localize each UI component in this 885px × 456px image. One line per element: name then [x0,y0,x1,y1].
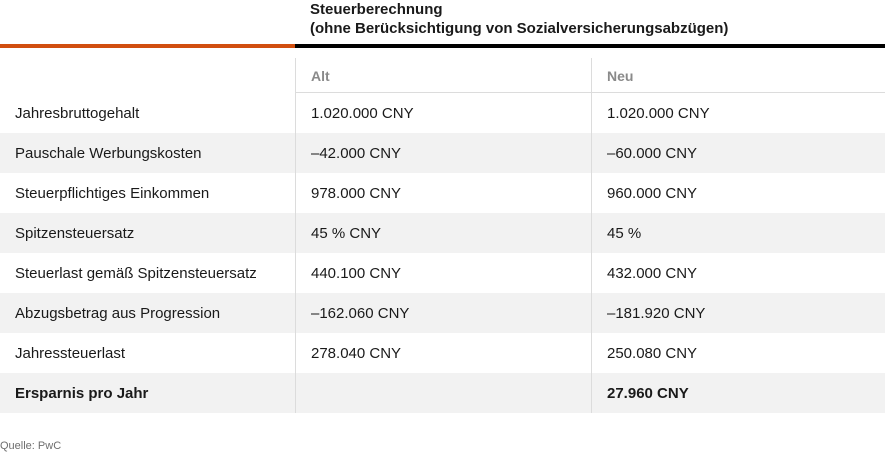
row-alt-value: –162.060 CNY [295,293,591,333]
row-label: Pauschale Werbungskosten [15,144,202,162]
row-alt-value: 1.020.000 CNY [295,93,591,133]
row-alt-value: 278.040 CNY [295,333,591,373]
row-label: Spitzensteuersatz [15,224,135,242]
header-neu: Neu [591,58,885,93]
header-label [0,58,295,93]
row-neu-value: –181.920 CNY [591,293,885,333]
row-neu-value: 45 % [591,213,885,253]
table-row: Pauschale Werbungskosten –42.000 CNY –60… [0,133,885,173]
row-label: Jahresbruttogehalt [15,104,140,122]
row-neu-value: –60.000 CNY [591,133,885,173]
row-alt-value: –42.000 CNY [295,133,591,173]
row-neu-value: 1.020.000 CNY [591,93,885,133]
row-neu-value: 250.080 CNY [591,333,885,373]
table-header-row: Alt Neu [0,58,885,93]
row-alt-value: 45 % CNY [295,213,591,253]
table-row: Steuerpflichtiges Einkommen 978.000 CNY … [0,173,885,213]
source-note: Quelle: PwC [0,440,62,452]
table-row: Jahresbruttogehalt 1.020.000 CNY 1.020.0… [0,93,885,133]
row-label: Abzugsbetrag aus Progression [15,304,221,322]
tax-table: Alt Neu Jahresbruttogehalt 1.020.000 CNY… [0,58,885,413]
row-label: Steuerlast gemäß Spitzensteuersatz [15,264,257,282]
table-row-total: Ersparnis pro Jahr 27.960 CNY [0,373,885,413]
title-line-1: Steuerberechnung [310,1,443,18]
table-title: Steuerberechnung (ohne Berücksichtigung … [310,0,728,38]
header-alt: Alt [295,58,591,93]
row-neu-value: 960.000 CNY [591,173,885,213]
row-neu-value: 27.960 CNY [591,373,885,413]
title-line-2: (ohne Berücksichtigung von Sozialversich… [310,20,729,37]
row-alt-value: 978.000 CNY [295,173,591,213]
row-label: Jahressteuerlast [15,344,126,362]
table-row: Spitzensteuersatz 45 % CNY 45 % [0,213,885,253]
row-alt-value: 440.100 CNY [295,253,591,293]
row-label: Ersparnis pro Jahr [15,384,149,402]
header-rule [295,44,885,48]
row-neu-value: 432.000 CNY [591,253,885,293]
table-row: Jahressteuerlast 278.040 CNY 250.080 CNY [0,333,885,373]
row-label: Steuerpflichtiges Einkommen [15,184,210,202]
table-row: Steuerlast gemäß Spitzensteuersatz 440.1… [0,253,885,293]
table-row: Abzugsbetrag aus Progression –162.060 CN… [0,293,885,333]
row-alt-value [295,373,591,413]
accent-rule [0,44,295,48]
